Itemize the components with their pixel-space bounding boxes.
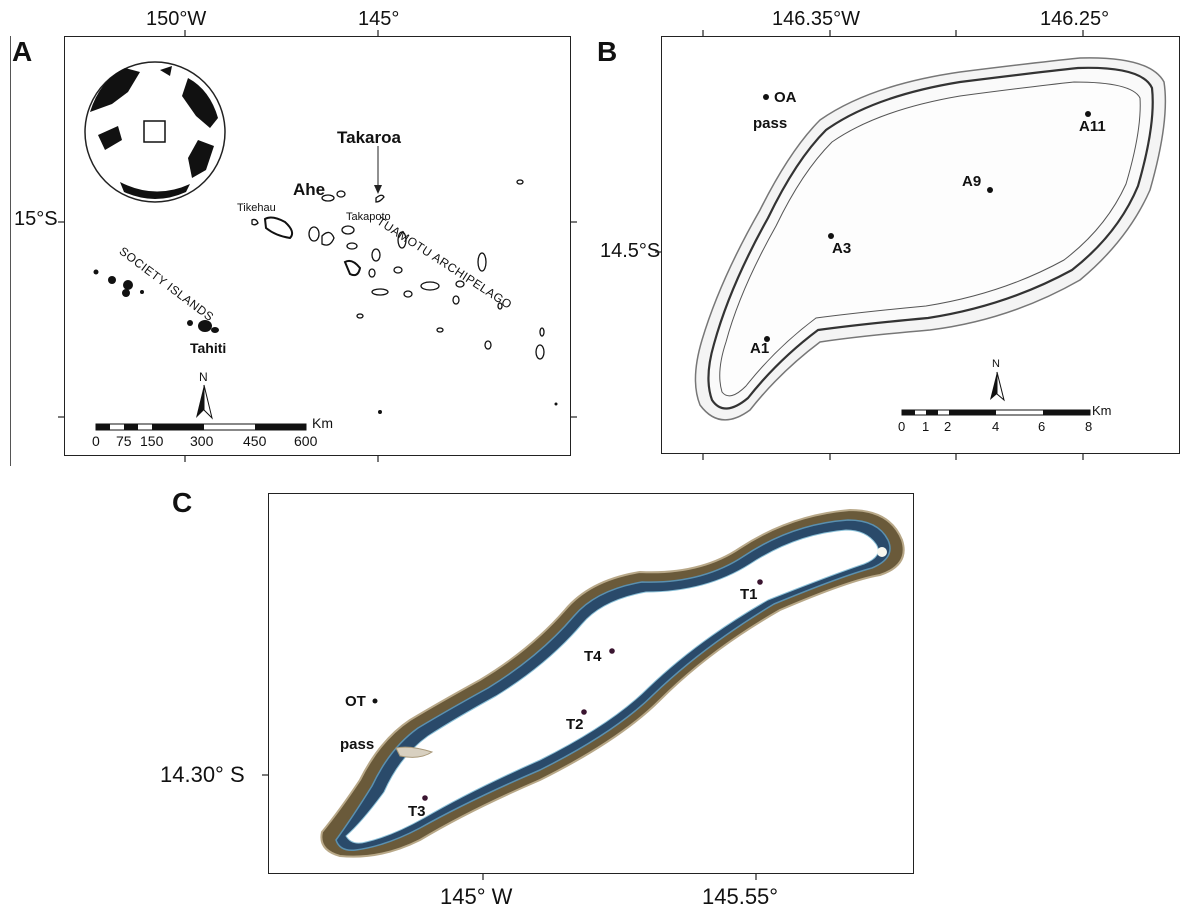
panel-b-pass-label: OA (774, 89, 797, 106)
panel-a-top-tick-145: 145° (358, 8, 400, 30)
panel-a-scale-tick: 600 (294, 433, 318, 449)
panel-c-bottom-tick-145w: 145° W (440, 884, 513, 909)
globe-inset-icon (84, 61, 226, 203)
panel-c-bottom-tick-145-55: 145.55° (702, 884, 779, 909)
panel-a-scale-unit: Km (312, 415, 333, 431)
panel-a-top-tick-150w: 150°W (146, 8, 207, 30)
panel-b-scale-tick: 4 (992, 419, 1000, 434)
label-tikehau: Tikehau (237, 202, 276, 214)
panel-a-scale-tick: 450 (243, 433, 267, 449)
panel-b-letter: B (597, 36, 618, 67)
panel-c-letter: C (172, 487, 193, 518)
panel-b-north-label: N (992, 358, 1000, 370)
panel-a-north-arrow-icon (196, 384, 213, 420)
panel-a-scale-tick: 150 (140, 433, 164, 449)
panel-a-letter: A (12, 36, 33, 67)
station-a11: A11 (1079, 118, 1106, 135)
panel-a-scale-tick: 0 (92, 433, 100, 449)
ahe-atoll-shape (694, 57, 1167, 421)
panel-a-north-label: N (199, 370, 208, 384)
panel-b-scale-tick: 6 (1038, 419, 1046, 434)
panel-b-scale-bar (901, 409, 1091, 416)
panel-b-top-tick-146-25: 146.25° (1040, 8, 1110, 30)
panel-b-scale-tick: 0 (898, 419, 906, 434)
panel-b-top-tick-146-35w: 146.35°W (772, 8, 861, 30)
panel-b-pass-label: pass (753, 115, 788, 132)
station-a1: A1 (750, 340, 770, 357)
label-ahe: Ahe (293, 180, 326, 199)
station-t2: T2 (566, 716, 584, 733)
label-tahiti: Tahiti (190, 340, 227, 356)
panel-a-left-rule (10, 36, 11, 466)
label-takaroa: Takaroa (337, 128, 401, 147)
panel-b-north-arrow-icon (990, 371, 1005, 402)
station-t1: T1 (740, 586, 758, 603)
panel-a-scale-bar (95, 423, 307, 431)
label-takapoto: Takapoto (346, 211, 391, 223)
panel-c-pass-label: OT (345, 693, 366, 710)
station-a3: A3 (832, 240, 852, 257)
panel-a-scale-tick: 75 (116, 433, 132, 449)
panel-c-pass-label: pass (340, 736, 375, 753)
panel-b-scale-tick: 8 (1085, 419, 1093, 434)
station-t4: T4 (584, 648, 602, 665)
panel-b-scale-unit: Km (1092, 403, 1112, 418)
takaroa-atoll-shape (320, 508, 905, 858)
station-t3: T3 (408, 803, 426, 820)
panel-b-left-tick-14-5s: 14.5°S (600, 240, 661, 262)
panel-a-left-tick-15s: 15°S (14, 208, 58, 230)
station-a9: A9 (962, 173, 982, 190)
panel-a-scale-tick: 300 (190, 433, 214, 449)
panel-c-left-tick-14-30s: 14.30° S (160, 762, 245, 787)
panel-b-scale-tick: 2 (944, 419, 952, 434)
panel-b-scale-tick: 1 (922, 419, 930, 434)
